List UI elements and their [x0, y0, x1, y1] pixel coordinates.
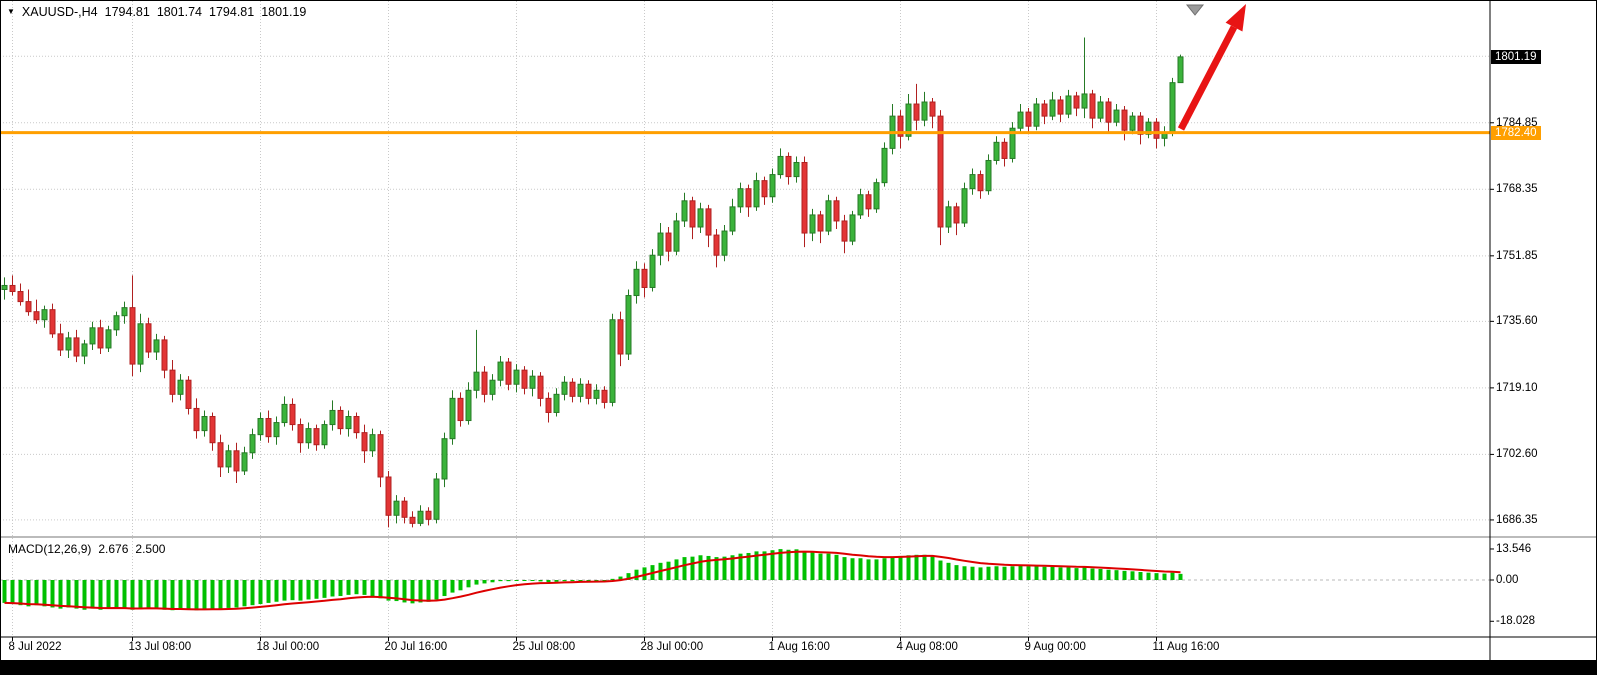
macd-scale-label: 0.00	[1496, 574, 1519, 586]
macd-name: MACD(12,26,9)	[8, 542, 92, 556]
trend-arrow-object[interactable]	[1177, 4, 1246, 131]
time-axis-label: 13 Jul 08:00	[128, 641, 192, 653]
time-axis-label: 4 Aug 08:00	[896, 641, 958, 653]
price-tick-label: 1719.10	[1496, 381, 1538, 394]
ohlc-high: 1801.74	[156, 5, 203, 19]
price-tick-label: 1735.60	[1496, 315, 1538, 328]
candles	[1, 37, 1184, 528]
macd-signal-value: 2.500	[135, 542, 166, 556]
time-axis-label: 25 Jul 08:00	[512, 641, 576, 653]
time-axis-label: 9 Aug 00:00	[1024, 641, 1086, 653]
time-axis-label: 8 Jul 2022	[8, 641, 62, 653]
macd-histogram	[2, 549, 1183, 611]
ohlc-close: 1801.19	[261, 5, 307, 19]
macd-scale-label: -18.028	[1496, 615, 1536, 628]
macd-signal-line	[4, 550, 1181, 611]
time-axis-label: 1 Aug 16:00	[768, 641, 830, 653]
price-tick-label: 1751.85	[1496, 249, 1538, 262]
ohlc-low: 1794.81	[209, 5, 255, 19]
price-tick-label: 1702.60	[1496, 448, 1538, 461]
hline-price-badge: 1782.40	[1491, 125, 1541, 140]
macd-scale-label: 13.546	[1496, 542, 1532, 555]
macd-indicator-label: MACD(12,26,9) 2.676 2.500	[8, 542, 165, 556]
time-axis-label: 28 Jul 00:00	[640, 641, 704, 653]
macd-value: 2.676	[98, 542, 129, 556]
symbol-ohlc-bar: ▼ XAUUSD-,H4 1794.81 1801.74 1794.81 180…	[7, 5, 306, 19]
current-price-badge: 1801.19	[1491, 49, 1541, 64]
time-axis-label: 11 Aug 16:00	[1152, 641, 1220, 653]
time-axis-label: 20 Jul 16:00	[384, 641, 448, 653]
arrow-anchor-marker-icon[interactable]	[1185, 4, 1205, 16]
ohlc-open: 1794.81	[104, 5, 150, 19]
price-tick-label: 1768.35	[1496, 183, 1538, 196]
price-tick-label: 1686.35	[1496, 513, 1538, 526]
time-axis-label: 18 Jul 00:00	[256, 641, 320, 653]
symbol-dropdown-icon[interactable]: ▼	[7, 6, 15, 16]
bottom-bar	[0, 660, 1597, 675]
symbol-period-label: XAUUSD-,H4	[21, 5, 98, 19]
